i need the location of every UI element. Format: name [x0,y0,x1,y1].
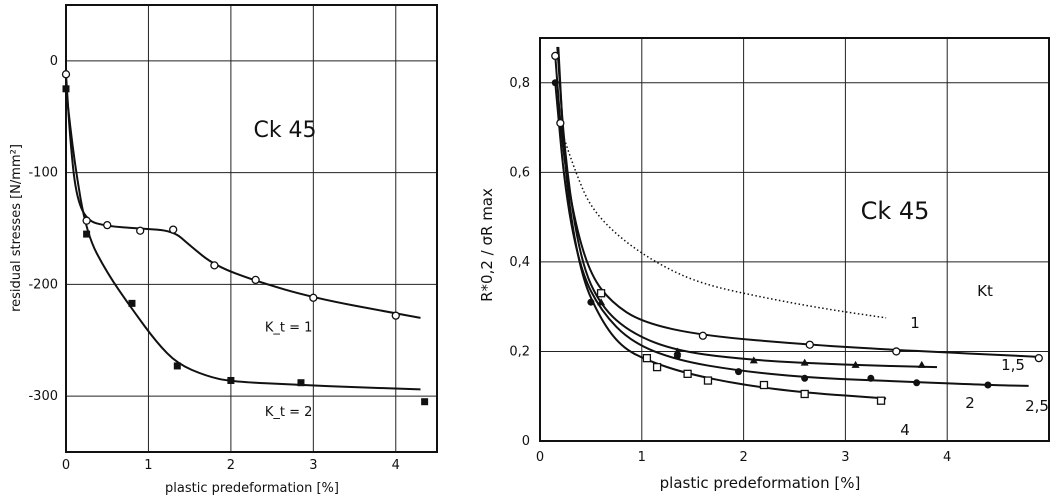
data-point [169,225,178,234]
x-tick-label: 0 [62,458,70,473]
data-point [698,331,708,340]
data-point [128,299,136,307]
data-point [551,79,559,87]
data-point [62,85,70,93]
data-point [556,118,565,128]
grid [540,38,1049,441]
series-curve-1 [554,55,1039,358]
residual-stress-chart: 0 1 2 3 4 0 -100 -200 -300 plastic predeformatio… [9,4,438,496]
x-tick-label: 4 [392,458,400,473]
series-curve-4 [557,46,887,400]
x-tick-label: 3 [841,450,849,465]
y-tick-label: 0,2 [509,344,530,359]
data-point [851,360,860,368]
material-label: Ck 45 [861,197,930,225]
data-point [801,374,809,382]
series-label: 2,5 [1025,397,1049,415]
data-point [652,362,662,372]
data-point [173,362,181,370]
x-tick-label: 1 [144,458,152,473]
data-point [83,230,91,238]
y-tick-label: 0,4 [509,255,530,270]
data-point [309,293,318,302]
data-point [867,374,875,382]
data-point [913,379,921,387]
material-label: Ck 45 [253,118,316,143]
series-labels: 1 1,5 2 2,5 4 [900,314,1049,439]
data-point [683,369,692,378]
series-label: 1,5 [1001,356,1025,374]
legend-title: Kt [977,282,993,300]
series-curve-3 [554,82,1029,387]
data-point [1034,354,1043,363]
plot-frame [539,37,1050,442]
data-point [297,379,305,387]
series-curve-1 [65,88,421,391]
data-point [735,368,743,376]
grid [66,5,437,452]
series-label: K_t = 2 [265,405,313,420]
y-tick-label: 0,6 [509,165,530,180]
x-tick-label: 3 [309,458,317,473]
strength-ratio-chart: 0 1 2 3 4 0 0,2 0,4 0,6 0,8 plastic predeformatio… [478,37,1050,492]
y-axis-label: R*0,2 / σR max [478,188,496,302]
x-tick-label: 0 [536,450,544,465]
data-point [917,360,926,368]
x-axis-label: plastic predeformation [%] [165,481,339,496]
curves [554,46,1039,400]
data-point [227,376,235,384]
data-point [800,358,809,366]
y-tick-label: -100 [28,166,58,181]
curves [65,74,421,391]
data-point [421,398,429,406]
data-point [391,311,400,320]
data-point [673,352,681,360]
series-curve-0 [65,74,421,319]
y-tick-label: -300 [28,389,58,404]
markers [61,70,429,406]
data-point [136,226,145,235]
series-label: 1 [910,314,920,332]
data-point [749,356,758,364]
data-point [103,220,112,230]
series-label: 2 [965,394,975,412]
y-tick-label: 0,8 [509,76,530,91]
data-point [61,70,71,79]
plot-frame [65,4,438,453]
y-tick-label: 0 [522,434,530,449]
data-point [805,340,814,349]
tick-labels: 0 1 2 3 4 0 0,2 0,4 0,6 0,8 [509,76,951,465]
series-curve-2 [556,46,938,369]
y-axis-label: residual stresses [N/mm²] [9,144,24,312]
x-tick-label: 1 [638,450,646,465]
data-point [251,275,260,285]
data-point [210,261,219,270]
series-curve-0 [559,127,887,319]
series-labels: K_t = 1 K_t = 2 [265,320,313,420]
data-point [703,376,713,385]
data-point [587,298,595,306]
data-point [597,298,606,306]
y-tick-label: -200 [28,277,58,292]
tick-labels: 0 1 2 3 4 0 -100 -200 -300 [28,54,399,473]
data-point [82,216,91,225]
series-label: 4 [900,421,910,439]
series-label: K_t = 1 [265,320,313,335]
data-point [596,289,606,298]
markers [551,51,1043,405]
data-point [800,389,809,399]
x-tick-label: 2 [739,450,747,465]
data-point [876,396,886,405]
data-point [759,380,769,390]
data-point [673,347,682,355]
data-point [642,354,652,363]
data-point [551,51,560,61]
x-tick-label: 2 [227,458,235,473]
x-axis-label: plastic predeformation [%] [660,474,861,492]
x-tick-label: 4 [943,450,951,465]
data-point [984,381,992,389]
data-point [892,347,901,356]
y-tick-label: 0 [50,54,58,69]
